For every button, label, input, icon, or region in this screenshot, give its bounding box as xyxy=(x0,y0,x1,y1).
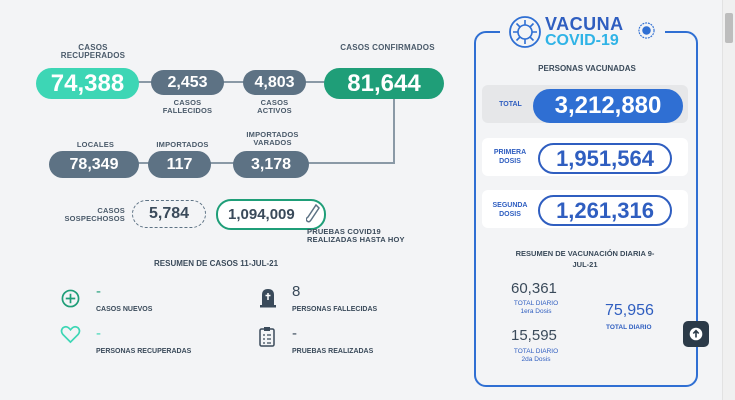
confirmed-value: 81,644 xyxy=(324,68,444,99)
scrollbar[interactable] xyxy=(722,0,735,400)
tests-summary-label: PRUEBAS REALIZADAS xyxy=(292,348,374,355)
daily-first-value: 60,361 xyxy=(511,280,557,297)
local-label: LOCALES xyxy=(76,140,115,149)
daily-second-value: 15,595 xyxy=(511,327,557,344)
deceased-label: CASOS FALLECIDOS xyxy=(162,98,213,115)
daily-first-sub: 1era Dosis xyxy=(520,308,552,315)
daily-total-label: TOTAL DIARIO xyxy=(606,324,652,331)
plus-circle-icon xyxy=(61,289,80,308)
connector-line xyxy=(393,96,395,162)
test-tube-icon xyxy=(306,204,320,223)
tests-value: 1,094,009 xyxy=(228,206,295,223)
tests-pill: 1,094,009 xyxy=(216,199,326,230)
new-cases-label: CASOS NUEVOS xyxy=(96,306,153,313)
logo-bottom-text: COVID-19 xyxy=(545,32,619,49)
first-dose-label: PRIMERA DOSIS xyxy=(493,149,527,165)
recovered-summary-value: - xyxy=(96,325,101,342)
summary-title: RESUMEN DE CASOS 11-JUL-21 xyxy=(154,259,279,268)
new-cases-value: - xyxy=(96,283,101,300)
active-value: 4,803 xyxy=(243,70,306,95)
first-dose-value: 1,951,564 xyxy=(538,143,672,174)
heart-icon xyxy=(60,325,81,344)
daily-summary-title: RESUMEN DE VACUNACIÓN DIARIA 9-JUL-21 xyxy=(515,249,655,269)
seal-icon xyxy=(638,22,655,39)
clipboard-icon xyxy=(259,327,275,347)
arrow-up-icon xyxy=(689,327,703,341)
deaths-value: 8 xyxy=(292,283,301,300)
daily-second-sub: 2da Dosis xyxy=(521,356,551,363)
vaccine-logo: VACUNA COVID-19 xyxy=(500,13,665,51)
local-value: 78,349 xyxy=(49,151,139,178)
total-value: 3,212,880 xyxy=(533,89,683,123)
recovered-label: CASOS RECUPERADOS xyxy=(60,43,126,60)
virus-icon xyxy=(509,16,541,48)
suspect-label: CASOS SOSPECHOSOS xyxy=(64,206,125,223)
second-dose-value: 1,261,316 xyxy=(538,195,672,226)
tests-summary-value: - xyxy=(292,325,297,342)
scrollbar-thumb[interactable] xyxy=(725,13,733,43)
recovered-value: 74,388 xyxy=(36,68,139,99)
confirmed-label: CASOS CONFIRMADOS xyxy=(340,43,435,52)
logo-top-text: VACUNA xyxy=(545,14,624,34)
daily-first-label: TOTAL DIARIO xyxy=(513,300,559,307)
daily-total-value: 75,956 xyxy=(605,302,654,319)
stranded-value: 3,178 xyxy=(233,151,309,178)
stranded-label: IMPORTADOS VARADOS xyxy=(246,130,299,147)
tombstone-icon xyxy=(260,289,276,308)
deceased-value: 2,453 xyxy=(151,70,224,95)
imported-value: 117 xyxy=(148,151,211,178)
total-label: TOTAL xyxy=(499,101,522,108)
active-label: CASOS ACTIVOS xyxy=(257,98,292,115)
tests-label: PRUEBAS COVID19 REALIZADAS HASTA HOY xyxy=(307,227,405,244)
suspect-value: 5,784 xyxy=(132,200,206,228)
daily-second-label: TOTAL DIARIO xyxy=(513,348,559,355)
recovered-summary-label: PERSONAS RECUPERADAS xyxy=(96,348,192,355)
imported-label: IMPORTADOS xyxy=(156,140,209,149)
second-dose-label: SEGUNDA DOSIS xyxy=(492,202,528,218)
back-to-top-button[interactable] xyxy=(683,321,709,347)
deaths-label: PERSONAS FALLECIDAS xyxy=(292,306,378,313)
vaccinated-heading: PERSONAS VACUNADAS xyxy=(538,64,636,73)
